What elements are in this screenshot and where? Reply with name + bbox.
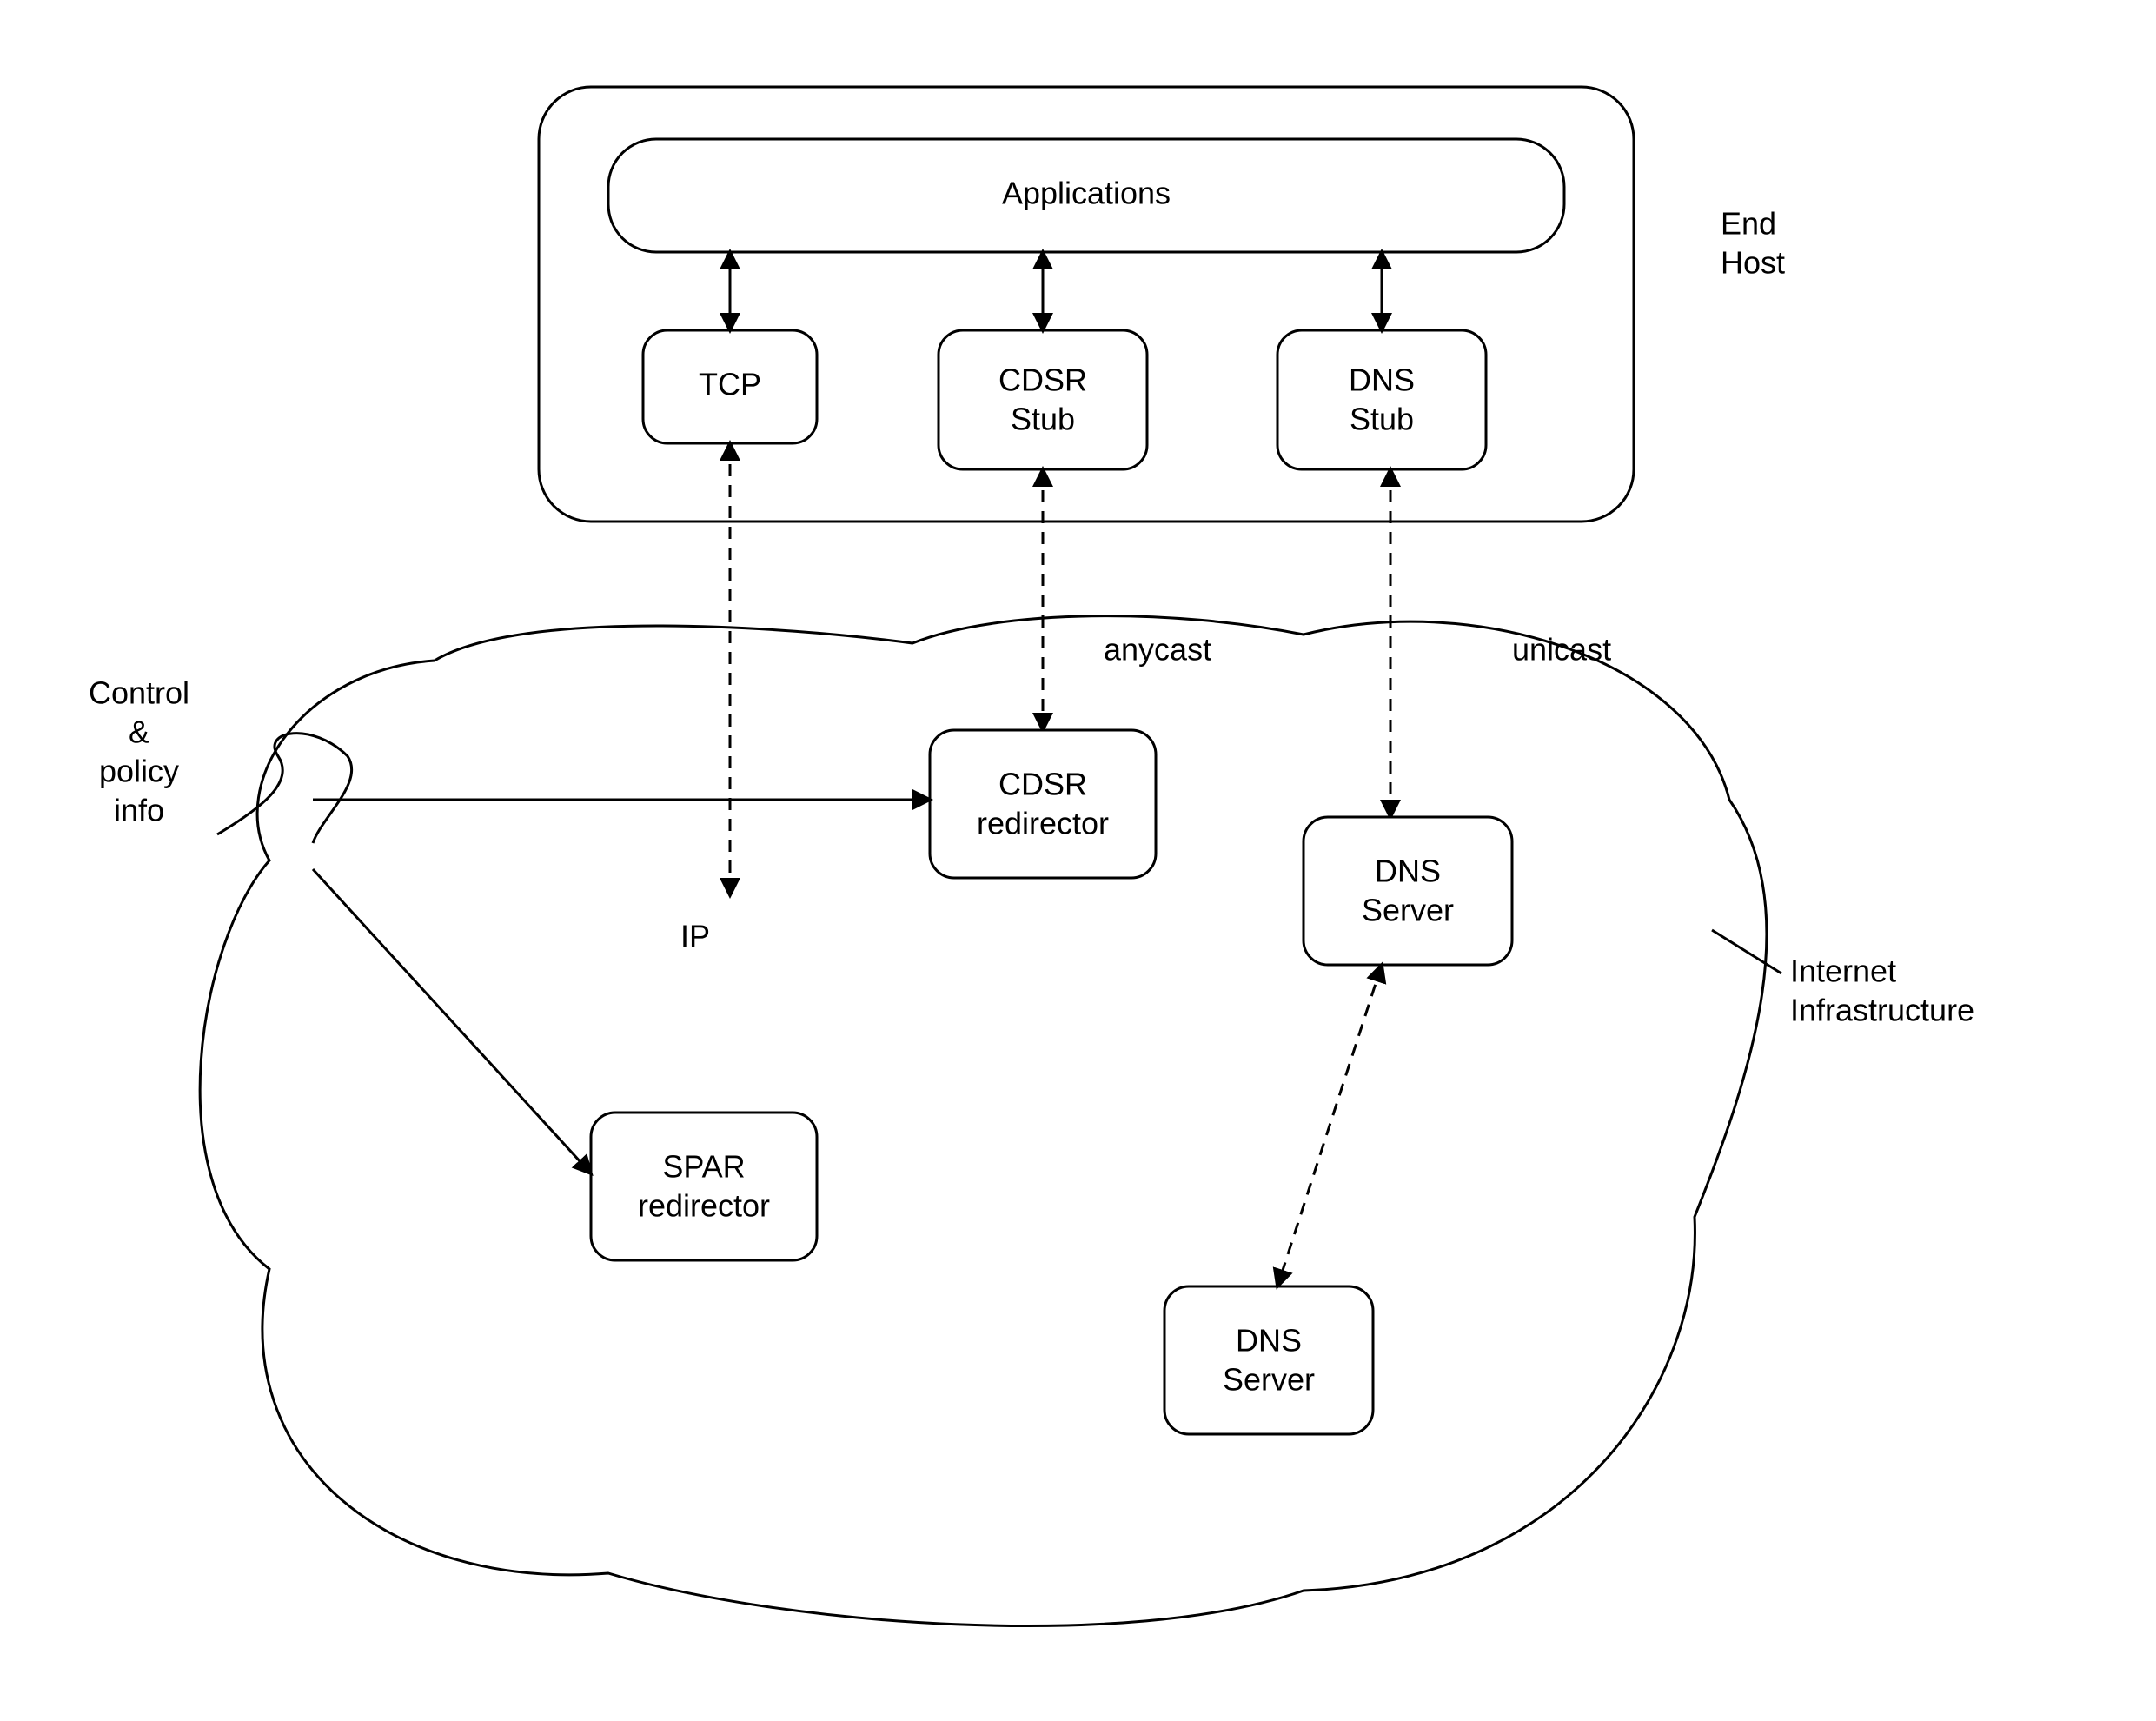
- cdsr-redirector-label-1: CDSR: [998, 767, 1087, 802]
- spar-redirector-label-2: redirector: [638, 1188, 770, 1224]
- cdsr-stub-box: [939, 330, 1147, 469]
- dns-server-2-label-1: DNS: [1236, 1323, 1302, 1359]
- cdsr-stub-label-1: CDSR: [998, 362, 1087, 398]
- end-host-label-1: End: [1721, 206, 1776, 242]
- cdsr-stub-label-2: Stub: [1011, 402, 1075, 437]
- tcp-label: TCP: [699, 367, 761, 402]
- applications-label: Applications: [1002, 176, 1171, 211]
- infra-label-1: Internet: [1790, 954, 1896, 989]
- ip-label: IP: [680, 919, 710, 954]
- control-label-1: Control: [89, 675, 189, 711]
- spar-redirector-label-1: SPAR: [662, 1149, 745, 1185]
- dns-server-1-label-2: Server: [1362, 893, 1454, 928]
- control-label-2: &: [129, 714, 149, 750]
- dns-stub-box: [1277, 330, 1486, 469]
- cdsr-redirector-label-2: redirector: [977, 806, 1109, 841]
- control-label-4: info: [114, 793, 164, 828]
- infra-label-2: Infrastructure: [1790, 993, 1974, 1028]
- diagram-canvas: End Host Applications TCP CDSR Stub DNS …: [0, 0, 2156, 1721]
- cdsr-redirector-box: [930, 730, 1156, 878]
- unicast-label: unicast: [1512, 632, 1611, 668]
- control-label-3: policy: [99, 754, 179, 789]
- dns-server-1-label-1: DNS: [1375, 854, 1441, 889]
- dns-server-2-box: [1164, 1286, 1373, 1434]
- dns-server-2-label-2: Server: [1223, 1362, 1315, 1398]
- dns-stub-label-2: Stub: [1350, 402, 1414, 437]
- dns-server-1-box: [1304, 817, 1512, 965]
- spar-redirector-box: [591, 1113, 817, 1260]
- dns-stub-label-1: DNS: [1349, 362, 1415, 398]
- anycast-label: anycast: [1104, 632, 1211, 668]
- end-host-label-2: Host: [1721, 245, 1785, 281]
